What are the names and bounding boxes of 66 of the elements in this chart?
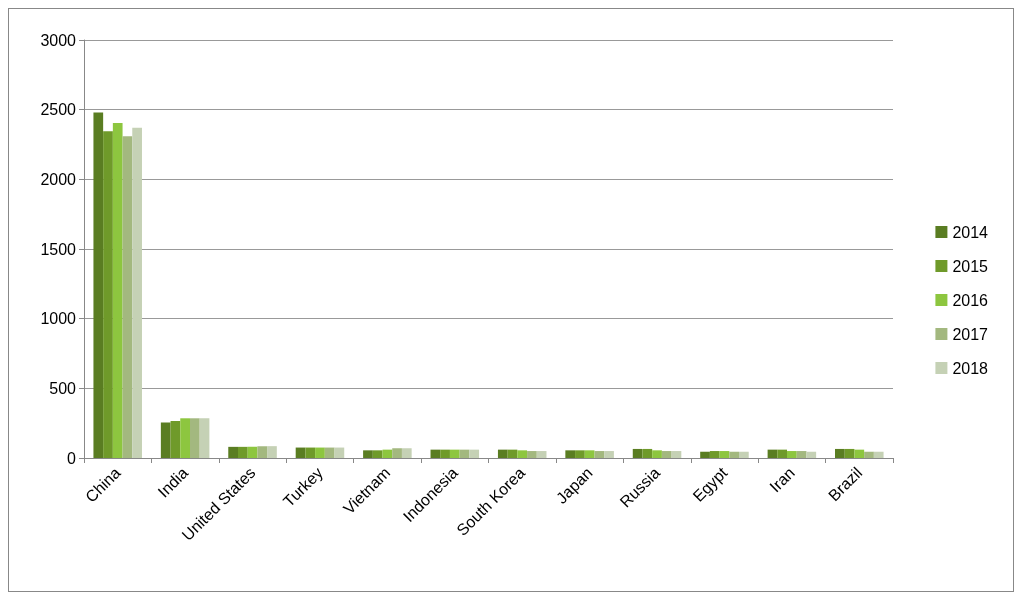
legend-label: 2016 — [952, 291, 989, 309]
bar — [401, 448, 412, 458]
bar — [267, 446, 277, 458]
bar — [103, 131, 113, 458]
bar — [652, 450, 662, 458]
legend-label: 2017 — [952, 325, 989, 343]
bar — [517, 450, 528, 458]
bar — [873, 451, 884, 458]
bar — [305, 447, 316, 458]
bar — [536, 451, 547, 458]
y-tick-label: 500 — [49, 379, 77, 397]
y-tick-label: 0 — [67, 449, 77, 467]
bar — [363, 450, 373, 458]
bar — [632, 448, 643, 458]
bar — [315, 447, 325, 458]
bar — [854, 449, 865, 458]
y-tick-label: 3000 — [40, 31, 77, 49]
bar — [739, 451, 749, 458]
legend-label: 2018 — [952, 359, 989, 377]
bar — [237, 446, 248, 458]
bar — [189, 418, 200, 458]
bar — [642, 448, 653, 458]
bar — [449, 449, 460, 458]
bar — [671, 451, 682, 458]
bar — [122, 136, 133, 458]
bar — [527, 451, 537, 458]
bar — [864, 451, 874, 458]
bar — [604, 451, 614, 458]
bar — [257, 446, 268, 458]
bar — [247, 446, 258, 458]
bar — [796, 451, 807, 458]
bar — [228, 446, 238, 458]
bar — [132, 127, 142, 458]
bar — [565, 450, 576, 458]
bar — [180, 418, 190, 458]
bar — [497, 449, 508, 458]
bar — [777, 449, 788, 458]
bar — [594, 451, 605, 458]
bar — [709, 451, 720, 458]
bar — [199, 418, 210, 458]
bar — [844, 448, 855, 458]
bar — [787, 451, 797, 458]
legend-label: 2014 — [952, 223, 989, 241]
bar — [324, 447, 335, 458]
bar — [661, 451, 672, 458]
y-tick-label: 2000 — [40, 170, 77, 188]
bar — [469, 449, 480, 458]
bar — [170, 421, 181, 458]
y-tick-label: 2500 — [40, 101, 77, 119]
bar — [835, 448, 845, 458]
bar — [719, 451, 730, 458]
bar — [729, 451, 740, 458]
bar — [160, 422, 171, 458]
bar — [700, 451, 710, 458]
bar — [392, 448, 402, 458]
x-tick-label: Iran — [766, 463, 798, 496]
y-tick-label: 1500 — [40, 240, 77, 258]
bar — [112, 122, 123, 458]
bar — [440, 449, 450, 458]
bar — [584, 450, 595, 458]
bar — [575, 450, 585, 458]
bar — [372, 450, 383, 458]
legend-label: 2015 — [952, 257, 989, 275]
bar — [93, 112, 104, 458]
y-tick-label: 1000 — [40, 310, 77, 328]
bar — [806, 451, 817, 458]
